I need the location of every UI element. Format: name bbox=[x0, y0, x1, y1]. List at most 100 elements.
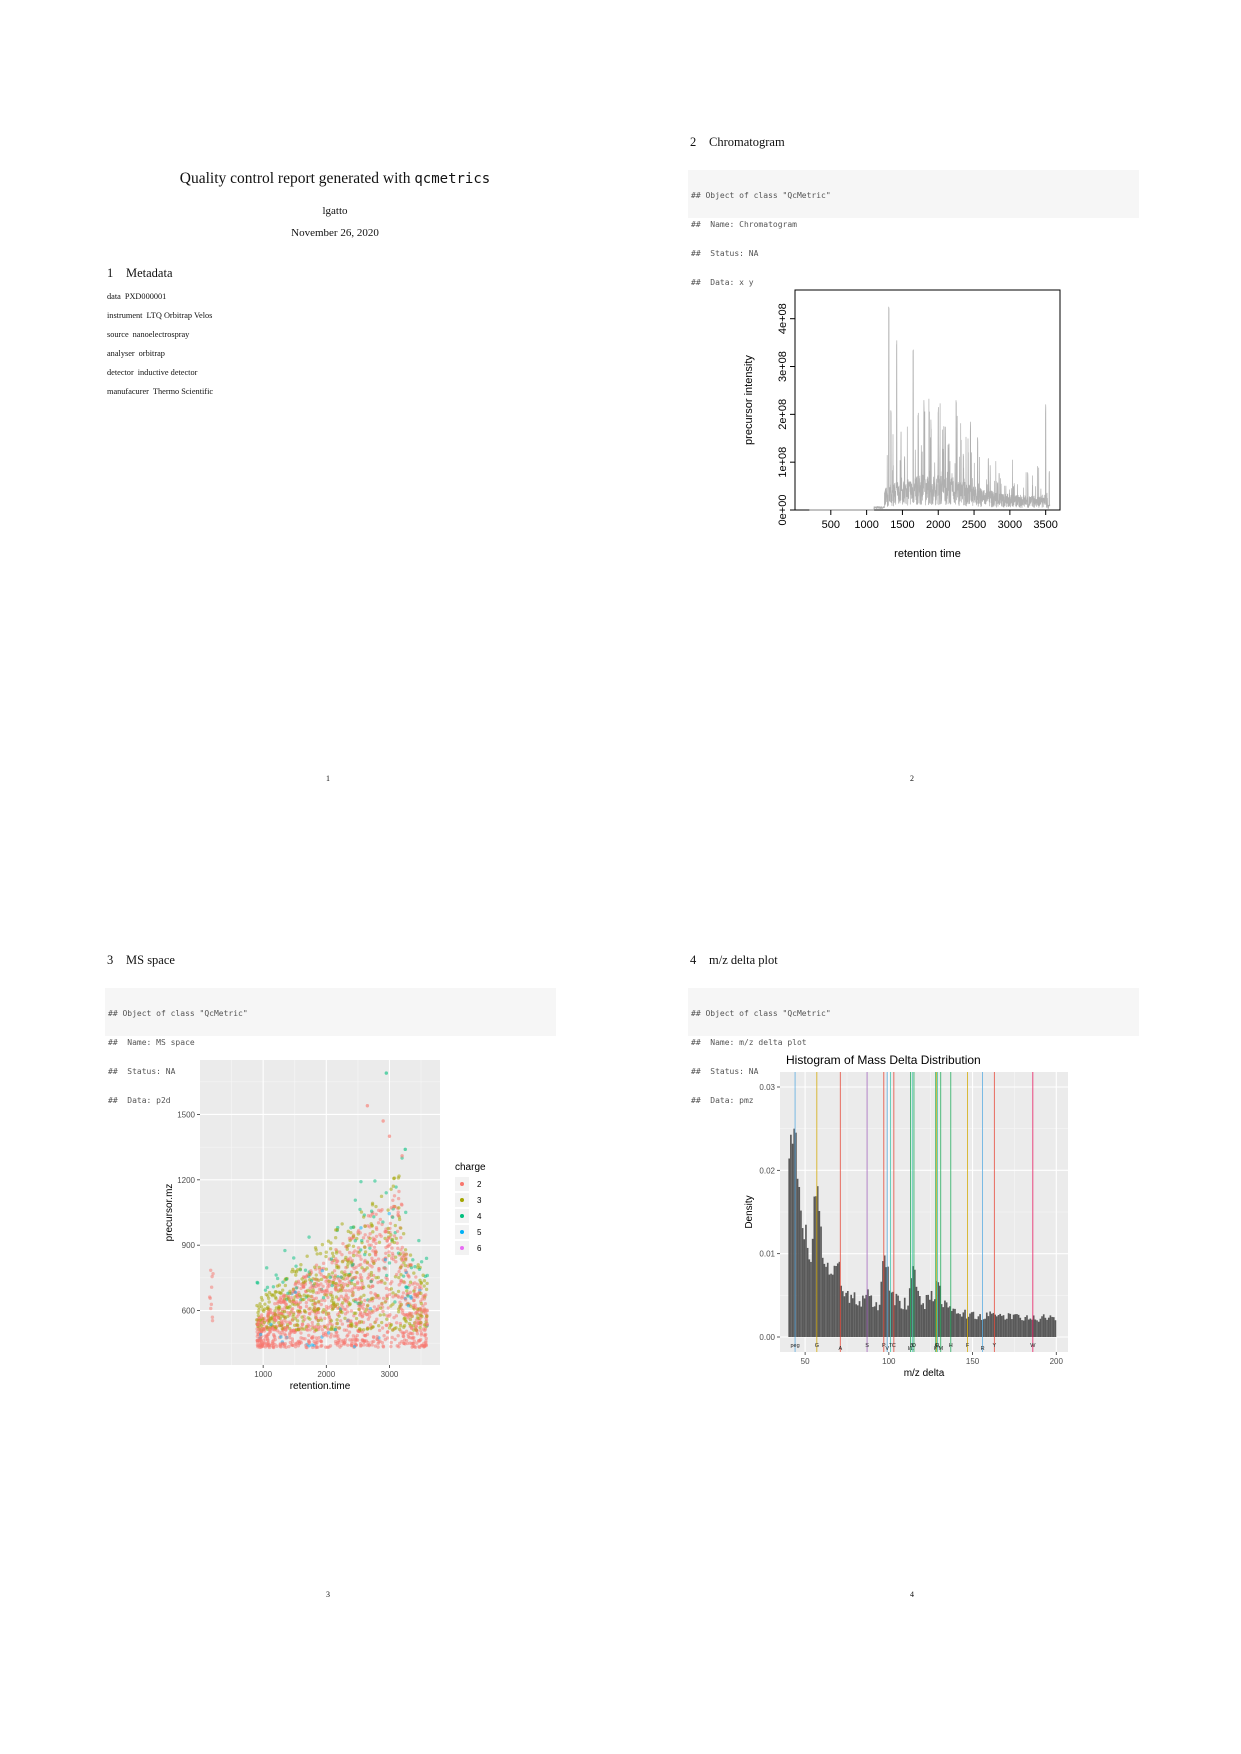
scatter-point bbox=[402, 1312, 406, 1317]
scatter-point bbox=[314, 1328, 318, 1332]
scatter-point bbox=[349, 1323, 353, 1328]
scatter-point bbox=[294, 1286, 299, 1290]
scatter-point bbox=[402, 1261, 406, 1265]
scatter-point bbox=[371, 1339, 376, 1344]
scatter-point bbox=[375, 1337, 379, 1341]
scatter-point bbox=[277, 1320, 281, 1325]
scatter-point bbox=[362, 1307, 366, 1311]
metadata-list: data PXD000001 instrument LTQ Orbitrap Velo… bbox=[107, 287, 213, 401]
scatter-point bbox=[294, 1270, 299, 1274]
histogram-bar bbox=[877, 1310, 879, 1337]
histogram-bar bbox=[888, 1290, 891, 1337]
histogram-bar bbox=[810, 1261, 812, 1337]
scatter-point bbox=[372, 1305, 377, 1309]
scatter-point bbox=[408, 1253, 413, 1257]
histogram-bar bbox=[1047, 1317, 1050, 1337]
scatter-point bbox=[412, 1289, 416, 1293]
histogram-bar bbox=[862, 1295, 864, 1337]
scatter-point bbox=[344, 1307, 348, 1311]
histogram-bar bbox=[912, 1266, 914, 1337]
histogram-bar bbox=[1037, 1321, 1040, 1337]
scatter-point bbox=[384, 1191, 388, 1195]
scatter-point bbox=[395, 1229, 400, 1233]
scatter-point bbox=[342, 1328, 347, 1332]
scatter-point bbox=[397, 1307, 401, 1311]
scatter-point bbox=[277, 1305, 281, 1309]
y-tick-label: 3e+08 bbox=[777, 351, 789, 382]
histogram-bar bbox=[910, 1278, 913, 1337]
scatter-point bbox=[211, 1272, 215, 1276]
scatter-point bbox=[360, 1330, 364, 1334]
scatter-point bbox=[266, 1296, 271, 1301]
scatter-point bbox=[371, 1230, 375, 1234]
scatter-point bbox=[422, 1284, 426, 1288]
scatter-point bbox=[360, 1266, 364, 1270]
scatter-point bbox=[371, 1310, 375, 1314]
scatter-point bbox=[256, 1310, 260, 1315]
scatter-point bbox=[334, 1228, 338, 1232]
scatter-point bbox=[384, 1251, 388, 1255]
histogram-bar bbox=[836, 1263, 839, 1337]
scatter-point bbox=[272, 1293, 276, 1297]
histogram-bar bbox=[788, 1158, 791, 1337]
x-tick-label: 3500 bbox=[1033, 519, 1057, 531]
scatter-point bbox=[358, 1276, 362, 1280]
scatter-point bbox=[330, 1299, 334, 1303]
scatter-point bbox=[297, 1309, 302, 1313]
scatter-point bbox=[372, 1215, 376, 1219]
scatter-point bbox=[290, 1339, 295, 1344]
histogram-bar bbox=[857, 1305, 859, 1337]
scatter-point bbox=[299, 1263, 303, 1267]
scatter-point bbox=[275, 1276, 280, 1281]
histogram-bar bbox=[997, 1315, 1000, 1337]
histogram-bar bbox=[840, 1285, 842, 1337]
scatter-point bbox=[351, 1244, 356, 1248]
y-tick-label: 2e+08 bbox=[777, 399, 789, 430]
scatter-point bbox=[351, 1251, 355, 1255]
code-line: ## Status: NA bbox=[691, 248, 759, 258]
scatter-point bbox=[209, 1285, 214, 1289]
histogram-bar bbox=[905, 1309, 908, 1337]
scatter-point bbox=[340, 1301, 345, 1305]
scatter-point bbox=[317, 1335, 321, 1340]
scatter-point bbox=[378, 1232, 382, 1237]
scatter-point bbox=[290, 1317, 295, 1322]
scatter-point bbox=[316, 1325, 320, 1330]
scatter-point bbox=[308, 1312, 312, 1316]
scatter-point bbox=[369, 1273, 373, 1277]
scatter-point bbox=[322, 1308, 326, 1312]
scatter-point bbox=[391, 1291, 395, 1295]
scatter-point bbox=[345, 1300, 349, 1304]
scatter-point bbox=[370, 1203, 375, 1207]
scatter-point bbox=[425, 1281, 429, 1286]
scatter-point bbox=[409, 1296, 413, 1300]
scatter-point bbox=[381, 1345, 386, 1349]
scatter-point bbox=[394, 1272, 399, 1277]
scatter-point bbox=[339, 1319, 343, 1323]
scatter-point bbox=[286, 1296, 290, 1301]
scatter-point bbox=[376, 1275, 380, 1280]
scatter-point bbox=[209, 1306, 213, 1311]
scatter-point bbox=[262, 1309, 266, 1314]
histogram-bar bbox=[932, 1301, 935, 1337]
scatter-point bbox=[361, 1302, 366, 1307]
histogram-bar bbox=[1052, 1317, 1055, 1337]
scatter-point bbox=[278, 1291, 282, 1295]
scatter-point bbox=[319, 1282, 323, 1286]
scatter-point bbox=[293, 1290, 298, 1294]
histogram-bar bbox=[1039, 1318, 1042, 1337]
scatter-point bbox=[320, 1328, 324, 1332]
metadata-value: Thermo Scientific bbox=[152, 387, 214, 396]
scatter-point bbox=[263, 1288, 268, 1292]
scatter-point bbox=[319, 1339, 323, 1343]
histogram-bar bbox=[796, 1178, 799, 1337]
scatter-point bbox=[329, 1332, 333, 1336]
scatter-point bbox=[313, 1306, 317, 1310]
scatter-point bbox=[324, 1288, 329, 1292]
histogram-bar bbox=[1029, 1318, 1032, 1337]
scatter-point bbox=[421, 1308, 425, 1312]
scatter-point bbox=[255, 1338, 260, 1342]
scatter-point bbox=[301, 1280, 306, 1284]
y-tick-label: 4e+08 bbox=[777, 303, 789, 334]
scatter-point bbox=[412, 1339, 416, 1343]
